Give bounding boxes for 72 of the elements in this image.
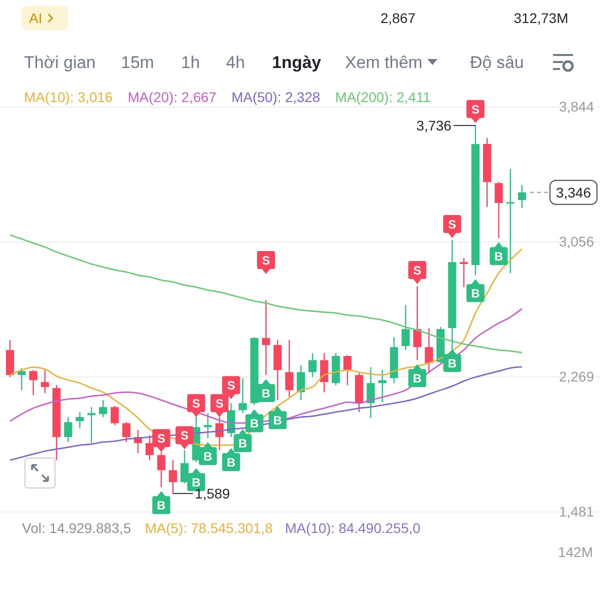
text: MA(10): 3,016 — [24, 89, 113, 105]
data-label: B — [471, 286, 480, 301]
text: 1ngày — [272, 53, 322, 72]
candlestick — [506, 168, 514, 274]
annotation: 3,736 — [416, 118, 452, 134]
candlestick — [110, 405, 119, 426]
text: AI — [29, 10, 42, 26]
y-tick-label: 3,844 — [558, 98, 594, 114]
data-label: S — [262, 254, 270, 268]
ref-line-label: 3,346 — [556, 184, 592, 200]
text: 142M — [558, 544, 593, 560]
y-tick-label: 1,481 — [558, 503, 594, 520]
text: 2,867 — [380, 10, 416, 26]
candlestick — [64, 416, 72, 443]
candlestick — [424, 327, 433, 374]
data-label: B — [203, 450, 212, 464]
candlestick — [308, 352, 317, 378]
candlestick — [76, 411, 84, 429]
line-series — [9, 234, 523, 354]
candlestick — [378, 369, 386, 403]
text: Độ sâu — [470, 53, 524, 72]
data-label: S — [157, 432, 166, 446]
data-label: S — [227, 378, 236, 393]
data-label: B — [250, 416, 260, 431]
candlestick — [204, 412, 212, 439]
data-label: S — [180, 428, 189, 443]
candlestick — [413, 286, 422, 361]
candlestick — [18, 368, 26, 391]
candlestick — [460, 257, 468, 288]
candlestick — [296, 364, 305, 401]
data-label: S — [192, 396, 200, 411]
text: Thời gian — [24, 53, 96, 72]
y-tick-label: 3,056 — [558, 234, 594, 250]
text: 312,73M — [514, 10, 568, 26]
candlestick — [494, 181, 503, 239]
candlestick — [262, 300, 270, 376]
candlestick — [122, 422, 130, 443]
candlestick — [29, 369, 38, 396]
candlestick — [40, 369, 49, 394]
text: Xem thêm — [345, 53, 422, 72]
candlestick — [320, 352, 328, 393]
candlestick — [238, 378, 247, 414]
candlestick — [518, 184, 526, 209]
text: MA(20): 2,667 — [128, 89, 217, 105]
candlestick — [402, 304, 410, 351]
data-label: B — [262, 386, 271, 401]
data-label: S — [471, 102, 480, 117]
text: 4h — [226, 53, 245, 72]
text: MA(200): 2,411 — [335, 89, 431, 105]
data-label: S — [413, 263, 422, 278]
y-tick-label: 2,269 — [558, 368, 594, 384]
text: 15m — [121, 53, 154, 72]
data-label: B — [412, 372, 422, 386]
candlestick — [168, 460, 177, 494]
data-label: B — [156, 498, 166, 513]
candlestick — [343, 354, 352, 386]
data-label: S — [448, 218, 456, 232]
text: 1h — [181, 53, 200, 72]
data-label: B — [448, 356, 457, 371]
data-label: S — [215, 396, 224, 411]
data-label: B — [226, 456, 236, 470]
candlestick — [99, 399, 108, 418]
data-label: B — [273, 414, 282, 428]
candlestick — [366, 366, 375, 419]
text: MA(50): 2,328 — [231, 89, 320, 105]
text: MA(10): 84.490.255,0 — [285, 520, 421, 536]
text: Vol: 14.929.883,5 — [22, 520, 132, 536]
data-label: B — [238, 436, 248, 451]
candlestick — [87, 406, 96, 444]
candlestick — [285, 339, 294, 398]
data-label: B — [494, 250, 504, 264]
text: MA(5): 78.545.301,8 — [145, 520, 273, 536]
